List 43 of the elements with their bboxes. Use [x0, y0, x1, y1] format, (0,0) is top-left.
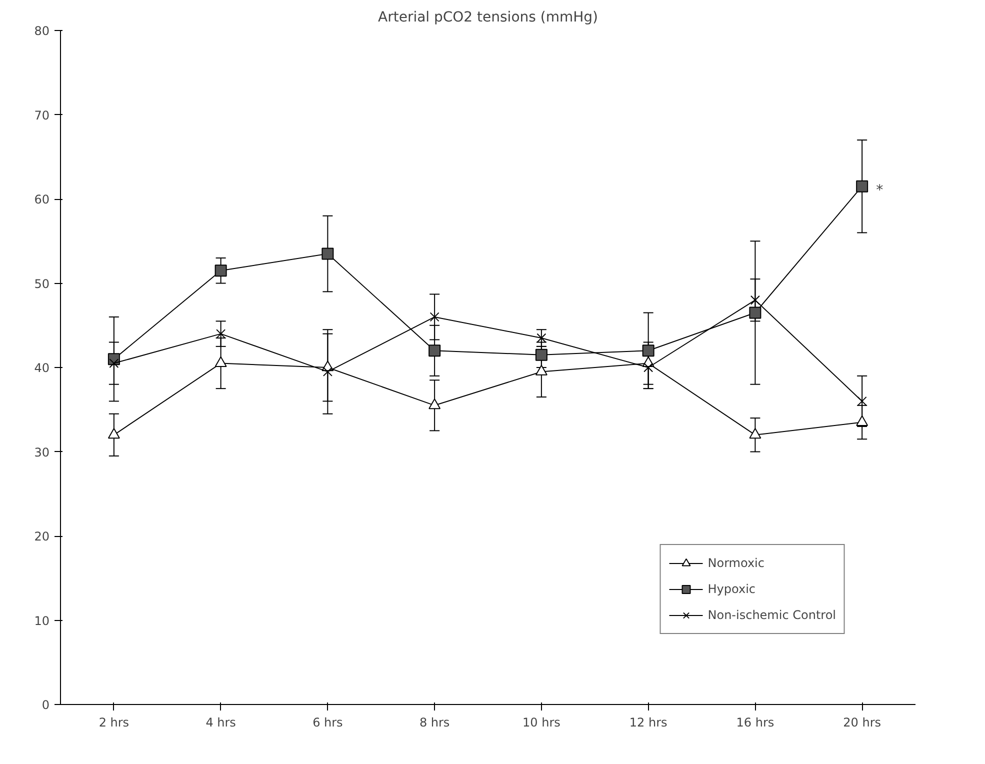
point [857, 396, 867, 406]
x-tick-label: 16 hrs [736, 716, 774, 730]
point [749, 306, 762, 319]
y-tick-label: 60 [34, 192, 50, 206]
y-tick-label: 50 [34, 276, 50, 291]
y-tick-label: 10 [34, 614, 50, 628]
y-tick-label: 0 [42, 698, 50, 712]
annotation: * [876, 182, 884, 198]
x-tick-label: 8 hrs [419, 716, 450, 730]
y-tick-label: 80 [34, 24, 50, 38]
point [322, 366, 332, 376]
legend-label: Hypoxic [708, 582, 756, 596]
point [322, 248, 334, 260]
y-tick-label: 30 [34, 445, 50, 460]
point [749, 428, 762, 439]
point [536, 333, 546, 343]
point [214, 356, 227, 367]
y-tick-label: 70 [34, 108, 50, 122]
chart-title: Arterial pCO2 tensions (mmHg) [378, 10, 598, 26]
x-tick-label: 10 hrs [522, 716, 560, 730]
point [214, 264, 227, 277]
y-tick-label: 40 [34, 361, 50, 375]
point [428, 344, 441, 357]
point [428, 398, 441, 410]
point [535, 348, 548, 361]
x-tick-label: 2 hrs [98, 716, 130, 730]
point [108, 428, 120, 439]
x-tick-label: 20 hrs [843, 716, 881, 730]
point [644, 362, 654, 372]
x-tick-label: 4 hrs [206, 716, 236, 730]
legend-label: Normoxic [708, 556, 764, 570]
point [642, 344, 654, 357]
point [856, 180, 868, 192]
point [216, 329, 226, 339]
point [750, 295, 760, 305]
point [856, 415, 868, 426]
y-tick-label: 20 [34, 530, 50, 544]
point [535, 364, 548, 376]
x-tick-label: 12 hrs [629, 716, 668, 730]
legend-label: Non-ischemic Control [708, 608, 836, 622]
point [109, 358, 119, 368]
x-tick-label: 6 hrs [312, 716, 343, 730]
point [430, 312, 440, 322]
